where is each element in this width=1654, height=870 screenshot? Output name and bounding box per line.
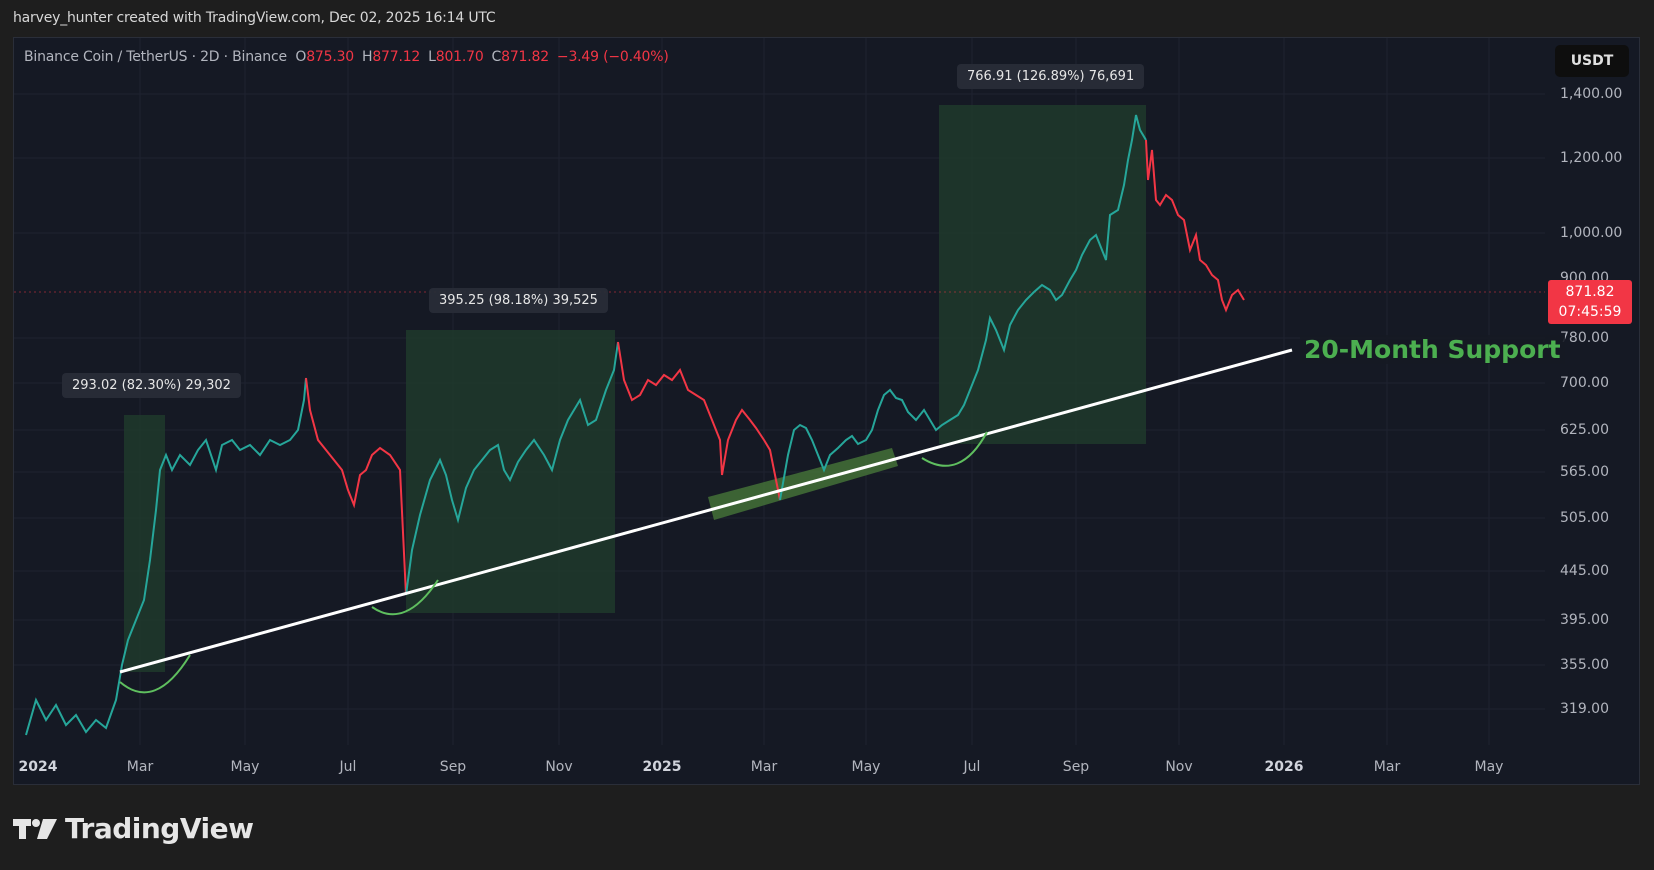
brand-name: TradingView bbox=[65, 812, 254, 845]
support-trendline bbox=[119, 348, 1293, 674]
y-tick: 355.00 bbox=[1560, 657, 1609, 673]
x-tick: Mar bbox=[1373, 759, 1401, 775]
symbol-legend: Binance Coin / TetherUS · 2D · Binance O… bbox=[24, 49, 677, 65]
x-tick: Sep bbox=[439, 759, 467, 775]
bar-countdown: 07:45:59 bbox=[1558, 304, 1622, 320]
x-tick: Jul bbox=[963, 759, 981, 775]
x-tick: Jul bbox=[339, 759, 357, 775]
x-tick: Nov bbox=[1165, 759, 1193, 775]
y-tick: 445.00 bbox=[1560, 563, 1609, 579]
measure-box-3 bbox=[939, 105, 1146, 444]
x-tick: 2024 bbox=[18, 759, 58, 775]
last-price-tag: 871.82 07:45:59 bbox=[1548, 280, 1632, 324]
support-label: 20-Month Support bbox=[1300, 335, 1565, 364]
high-value: 877.12 bbox=[372, 49, 421, 65]
measure-label-1: 293.02 (82.30%) 29,302 bbox=[62, 373, 241, 398]
y-tick: 565.00 bbox=[1560, 464, 1609, 480]
low-label: L bbox=[428, 49, 436, 65]
y-tick: 505.00 bbox=[1560, 510, 1609, 526]
chart-credit: harvey_hunter created with TradingView.c… bbox=[13, 10, 496, 26]
tradingview-brand: TradingView bbox=[13, 812, 254, 845]
y-tick: 625.00 bbox=[1560, 422, 1609, 438]
x-tick: May bbox=[230, 759, 260, 775]
y-tick: 780.00 bbox=[1560, 330, 1609, 346]
measure-box-1 bbox=[124, 415, 165, 672]
open-label: O bbox=[295, 49, 307, 65]
measure-label-3: 766.91 (126.89%) 76,691 bbox=[957, 64, 1145, 89]
y-tick: 1,000.00 bbox=[1560, 225, 1623, 241]
y-tick: 700.00 bbox=[1560, 375, 1609, 391]
x-tick: May bbox=[851, 759, 881, 775]
chart-panel[interactable] bbox=[13, 37, 1640, 785]
open-value: 875.30 bbox=[306, 49, 355, 65]
x-tick: May bbox=[1474, 759, 1504, 775]
touch-arcs bbox=[119, 431, 988, 694]
close-value: 871.82 bbox=[501, 49, 549, 65]
low-value: 801.70 bbox=[435, 49, 484, 65]
x-tick: Mar bbox=[126, 759, 154, 775]
y-tick: 1,400.00 bbox=[1560, 86, 1623, 102]
x-tick: Sep bbox=[1062, 759, 1090, 775]
chart-grid bbox=[14, 38, 1545, 745]
y-tick: 1,200.00 bbox=[1560, 150, 1623, 166]
y-tick: 319.00 bbox=[1560, 701, 1609, 717]
symbol-name: Binance Coin / TetherUS · 2D · Binance bbox=[24, 49, 287, 65]
y-tick: 395.00 bbox=[1560, 612, 1609, 628]
x-tick: Mar bbox=[750, 759, 778, 775]
change-value: −3.49 (−0.40%) bbox=[556, 49, 669, 65]
candles bbox=[25, 114, 1245, 736]
high-label: H bbox=[362, 49, 373, 65]
close-label: C bbox=[491, 49, 502, 65]
x-tick: Nov bbox=[545, 759, 573, 775]
x-tick: 2026 bbox=[1264, 759, 1304, 775]
tradingview-logo-icon bbox=[13, 818, 57, 839]
last-price: 871.82 bbox=[1565, 284, 1615, 300]
x-tick: 2025 bbox=[642, 759, 682, 775]
measure-label-2: 395.25 (98.18%) 39,525 bbox=[429, 288, 608, 313]
measure-box-2 bbox=[406, 330, 615, 613]
currency-button[interactable]: USDT bbox=[1555, 45, 1629, 77]
